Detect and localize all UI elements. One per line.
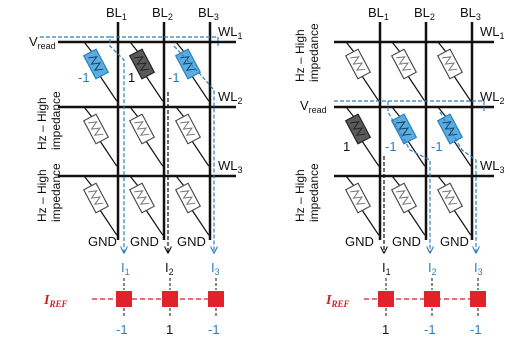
current-label-3: I3: [211, 260, 220, 277]
current-path-3: [173, 45, 214, 252]
comparator-2: [162, 291, 178, 307]
cell-value-2: 1: [128, 70, 135, 85]
cell-r3-c3: [436, 182, 464, 214]
comparator-2: [424, 291, 440, 307]
cell-value-3: -1: [431, 139, 443, 154]
cell-value-2: -1: [385, 139, 397, 154]
cell-r3-c1: [82, 182, 110, 214]
wl2-label: WL2: [218, 89, 243, 106]
gnd-label-2: GND: [392, 234, 421, 249]
cell-r1-c3: [436, 48, 464, 80]
comparator-1: [116, 291, 132, 307]
current-label-2: I2: [165, 260, 174, 277]
wl3-label: WL3: [480, 158, 505, 175]
wl2-label: WL2: [480, 89, 505, 106]
vread-label: Vread: [29, 34, 56, 51]
current-path-2: [387, 101, 430, 252]
cell-r1-c2: [390, 48, 418, 80]
current-path-wl2: [334, 100, 485, 112]
cell-r2-c2: [390, 113, 418, 145]
output-2: -1: [424, 322, 436, 337]
bl2-label: BL2: [152, 5, 173, 22]
cell-r1-c2: [128, 48, 156, 80]
gnd-label-1: GND: [88, 234, 117, 249]
current-label-2: I2: [428, 260, 437, 277]
cell-r3-c3: [174, 182, 202, 214]
right-panel: BL1 BL2 BL3 WL1 WL2 WL3 Vread Hz – Highi…: [293, 5, 505, 337]
gnd-label-3: GND: [177, 234, 206, 249]
current-label-3: I3: [474, 260, 483, 277]
hz-label-lower: Hz – Highimpedance: [35, 163, 63, 222]
hz-label-upper: Hz – Highimpedance: [35, 91, 63, 150]
bl1-label: BL1: [106, 5, 127, 22]
cell-r1-c1: [82, 48, 110, 80]
wl3-label: WL3: [218, 158, 243, 175]
cell-r3-c2: [128, 182, 156, 214]
comparator-1: [378, 291, 394, 307]
wl1-label: WL1: [480, 24, 505, 41]
iref-label: IREF: [325, 293, 349, 309]
gnd-label-2: GND: [130, 234, 159, 249]
cell-value-1: -1: [78, 70, 90, 85]
hz-label-lower: Hz – Highimpedance: [293, 163, 321, 222]
cell-r1-c3: [174, 48, 202, 80]
gnd-label-3: GND: [440, 234, 469, 249]
cell-r2-c1: [344, 113, 372, 145]
output-1: 1: [382, 322, 389, 337]
cell-r3-c1: [344, 182, 372, 214]
cell-r2-c1: [82, 113, 110, 145]
bl1-label: BL1: [368, 5, 389, 22]
cell-r2-c2: [128, 113, 156, 145]
hz-label-upper: Hz – Highimpedance: [293, 23, 321, 82]
current-path-1: [40, 36, 124, 252]
output-1: -1: [116, 322, 128, 337]
current-label-1: I1: [382, 260, 391, 277]
cell-value-3: -1: [168, 70, 180, 85]
bl2-label: BL2: [414, 5, 435, 22]
gnd-label-1: GND: [345, 234, 374, 249]
output-3: -1: [470, 322, 482, 337]
cell-value-1: 1: [343, 139, 350, 154]
wl1-label: WL1: [218, 24, 243, 41]
left-panel: BL1 BL2 BL3 WL1 WL2 WL3 Vread Hz – Highi…: [29, 5, 243, 337]
comparator-3: [208, 291, 224, 307]
current-label-1: I1: [121, 260, 130, 277]
cell-r1-c1: [344, 48, 372, 80]
current-path-3: [439, 111, 476, 252]
cell-r3-c2: [390, 182, 418, 214]
comparator-3: [470, 291, 486, 307]
output-2: 1: [166, 322, 173, 337]
cell-r2-c3: [174, 113, 202, 145]
bl3-label: BL3: [198, 5, 219, 22]
vread-label: Vread: [300, 98, 327, 115]
current-path-wl1: [110, 36, 219, 46]
output-3: -1: [208, 322, 220, 337]
iref-label: IREF: [43, 293, 67, 309]
bl3-label: BL3: [460, 5, 481, 22]
